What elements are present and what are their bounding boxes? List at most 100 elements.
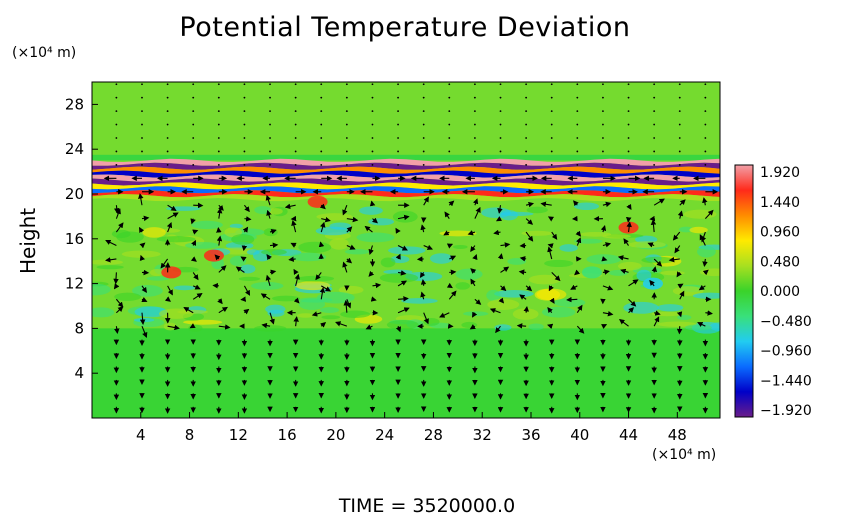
- vector-dot: [576, 123, 579, 126]
- vector-dot: [320, 137, 323, 139]
- time-label: TIME = 3520000.0: [338, 495, 516, 517]
- vector-arrow: [293, 297, 300, 304]
- vector-dot: [499, 163, 502, 166]
- colorbar-label: −0.480: [760, 314, 812, 330]
- vector-arrow: [628, 298, 637, 307]
- vector-dot: [269, 137, 271, 139]
- field-patch: [689, 226, 708, 234]
- vector-dot: [678, 150, 681, 153]
- vector-arrow: [497, 205, 503, 214]
- field-patch: [684, 324, 713, 331]
- vector-dot: [397, 83, 399, 86]
- vector-dot: [499, 96, 502, 99]
- vector-arrow: [626, 203, 632, 211]
- vector-arrow: [243, 204, 250, 213]
- field-patch: [401, 297, 438, 304]
- field-patch: [156, 236, 196, 243]
- vector-arrow: [576, 304, 583, 314]
- vector-dot: [371, 110, 374, 113]
- field-patch: [297, 313, 314, 318]
- vector-dot: [320, 83, 323, 86]
- vector-dot: [269, 163, 271, 166]
- vector-arrow: [489, 308, 501, 314]
- vector-arrow: [115, 222, 124, 233]
- vector-arrow: [113, 283, 120, 290]
- vector-arrow: [653, 258, 663, 267]
- vector-dot: [371, 123, 374, 126]
- vector-arrow: [649, 279, 655, 287]
- vector-dot: [243, 123, 246, 126]
- field-patch: [541, 306, 576, 318]
- vector-dot: [448, 163, 451, 166]
- field-patch: [132, 284, 163, 297]
- vector-arrow: [573, 200, 579, 207]
- vector-dot: [627, 83, 630, 86]
- vector-dot: [217, 83, 220, 86]
- x-tick-label: 24: [375, 426, 394, 444]
- vector-dot: [115, 96, 118, 99]
- vector-arrow: [167, 324, 180, 331]
- field-patch: [142, 227, 166, 238]
- field-patch: [559, 244, 578, 252]
- vector-dot: [243, 96, 246, 99]
- vector-arrow: [397, 280, 407, 287]
- field-patch: [512, 308, 539, 320]
- vector-arrow: [566, 296, 578, 303]
- vector-arrow: [548, 285, 554, 292]
- field-patch: [344, 249, 370, 255]
- vector-dot: [320, 110, 323, 113]
- vector-arrow: [702, 258, 708, 267]
- vector-dot: [576, 83, 579, 86]
- vector-dot: [473, 83, 476, 86]
- field-patch: [481, 207, 511, 219]
- vector-dot: [550, 150, 553, 153]
- vector-arrow: [547, 216, 555, 222]
- vector-arrow: [372, 217, 378, 224]
- colorbar-label: −0.960: [760, 344, 812, 360]
- field-patch: [229, 255, 247, 267]
- vector-arrow: [551, 231, 558, 240]
- vector-dot: [397, 150, 399, 153]
- vector-arrow: [423, 312, 429, 325]
- vector-arrow: [105, 257, 117, 263]
- vector-dot: [166, 96, 169, 99]
- vector-dot: [473, 163, 476, 166]
- vector-arrow: [192, 284, 201, 290]
- x-tick-label: 32: [473, 426, 492, 444]
- vector-arrow: [116, 306, 124, 314]
- vector-dot: [115, 163, 118, 166]
- x-tick-label: 28: [424, 426, 443, 444]
- vector-arrow: [649, 215, 656, 222]
- vector-arrow: [261, 322, 271, 329]
- field-patch: [677, 314, 692, 320]
- field-patch: [463, 311, 489, 317]
- vector-arrow: [674, 245, 681, 254]
- vector-arrow: [160, 258, 169, 269]
- vector-arrow: [525, 231, 534, 242]
- vector-arrow: [449, 269, 457, 275]
- vector-arrow: [291, 220, 297, 233]
- vector-arrow: [449, 255, 457, 261]
- vector-dot: [371, 83, 374, 86]
- vector-dot: [525, 123, 528, 126]
- vector-arrow: [419, 271, 426, 279]
- vector-dot: [166, 150, 169, 153]
- field-patch: [657, 321, 697, 327]
- y-axis-label: Height: [16, 207, 40, 274]
- vector-dot: [294, 163, 297, 166]
- field-patch: [573, 202, 600, 211]
- x-axis: 4 8 12 16 20 24 28 32 36 40 44 48: [136, 412, 687, 444]
- vector-dot: [397, 110, 399, 113]
- vector-dot: [473, 110, 476, 113]
- vector-dot: [115, 123, 118, 126]
- vector-dot: [576, 163, 579, 166]
- vector-arrow: [602, 201, 612, 208]
- vector-arrow: [190, 218, 196, 225]
- vector-arrow: [192, 272, 199, 281]
- vector-dot: [371, 137, 374, 139]
- vector-dot: [653, 110, 656, 113]
- vector-arrow: [677, 210, 684, 219]
- vector-dot: [704, 110, 707, 113]
- vector-arrow: [167, 212, 179, 220]
- vector-arrow: [575, 230, 582, 237]
